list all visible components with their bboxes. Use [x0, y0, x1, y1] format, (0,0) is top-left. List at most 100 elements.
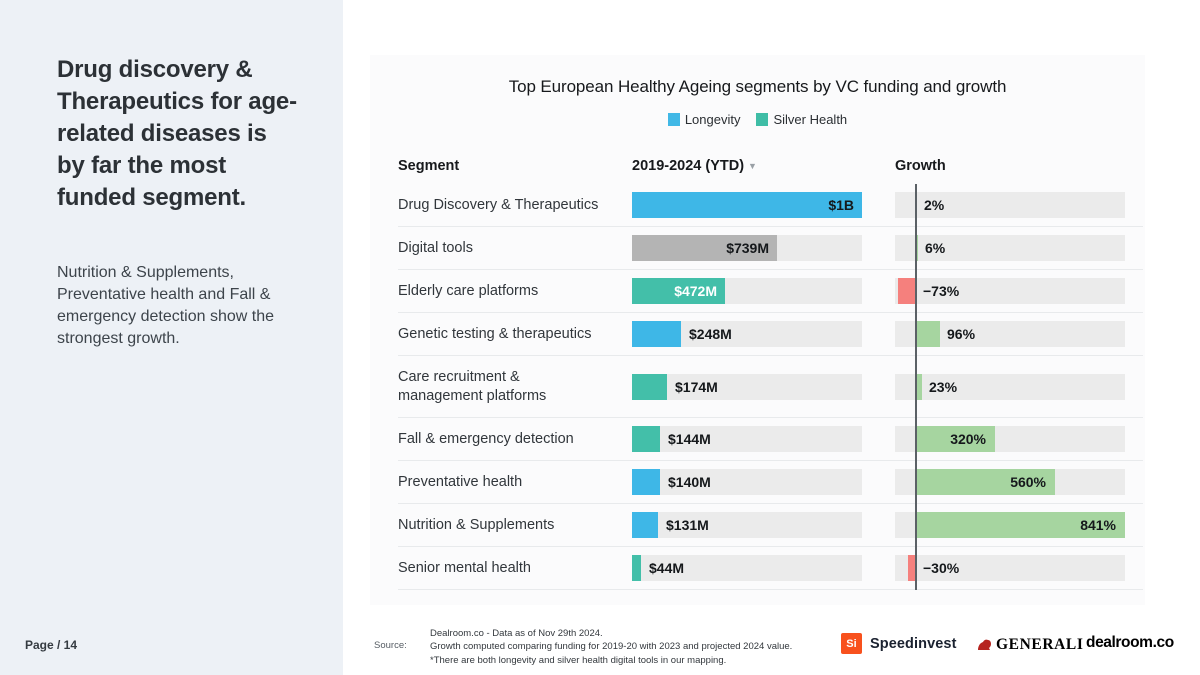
slide-subheadline: Nutrition & Supplements, Preventative he…	[57, 264, 275, 347]
generali-lion-icon	[978, 639, 991, 650]
funding-bar-track: $248M	[632, 321, 862, 347]
growth-bar	[916, 512, 1125, 538]
generali-wordmark: GENERALI	[996, 636, 1084, 653]
funding-cell: $131M	[632, 512, 895, 538]
table-row: Preventative health $140M 560%	[398, 461, 1143, 504]
chart-title: Top European Healthy Ageing segments by …	[508, 77, 1007, 96]
funding-bar-track: $140M	[632, 469, 862, 495]
growth-bar-track: 23%	[895, 373, 1125, 400]
growth-bar	[916, 373, 922, 400]
growth-value: 23%	[929, 378, 958, 395]
speedinvest-logo: Si Speedinvest	[841, 633, 957, 654]
growth-value: 320%	[950, 431, 986, 447]
segment-label: Care recruitment & management platforms	[398, 369, 547, 404]
growth-bar-track: 560%	[895, 469, 1125, 495]
segment-label: Preventative health	[398, 473, 523, 490]
funding-cell: $1B	[632, 192, 895, 218]
growth-cell: 2%	[895, 192, 1143, 218]
funding-bar	[632, 192, 862, 218]
longevity-swatch-icon	[667, 113, 680, 126]
growth-bar	[916, 469, 1055, 495]
sidebar: Drug discovery & Therapeutics for age-re…	[0, 0, 343, 675]
column-header-growth: Growth	[895, 158, 946, 174]
growth-bar-track: 841%	[895, 512, 1125, 538]
funding-bar-track: $472M	[632, 278, 862, 304]
source-label: Source:	[374, 640, 407, 651]
funding-bar	[632, 512, 658, 538]
growth-bar-track: −30%	[895, 555, 1125, 581]
segment-label: Senior mental health	[398, 559, 531, 576]
table-row: Genetic testing & therapeutics $248M 96%	[398, 313, 1143, 356]
funding-value: $174M	[675, 378, 718, 395]
sort-descending-icon[interactable]: ▼	[748, 161, 757, 171]
growth-cell: 96%	[895, 321, 1143, 347]
speedinvest-icon: Si	[841, 633, 862, 654]
growth-cell: 6%	[895, 235, 1143, 261]
dealroom-wordmark: dealroom.co	[1086, 634, 1174, 651]
funding-value: $144M	[668, 431, 711, 447]
funding-bar	[632, 373, 667, 400]
funding-bar	[632, 278, 725, 304]
segment-label: Genetic testing & therapeutics	[398, 325, 592, 342]
funding-cell: $739M	[632, 235, 895, 261]
funding-value: $472M	[674, 283, 717, 299]
table-row: Senior mental health $44M −30%	[398, 547, 1143, 590]
legend-item-longevity: Longevity	[667, 112, 741, 127]
growth-bar	[898, 278, 916, 304]
table-row: Fall & emergency detection $144M 320%	[398, 418, 1143, 461]
funding-bar	[632, 426, 660, 452]
segment-label: Fall & emergency detection	[398, 430, 574, 447]
source-line: *There are both longevity and silver hea…	[430, 654, 727, 666]
funding-cell: $144M	[632, 426, 895, 452]
funding-bar	[632, 469, 660, 495]
growth-value: 96%	[947, 326, 976, 342]
growth-bar-track: 2%	[895, 192, 1125, 218]
segment-label: Elderly care platforms	[398, 282, 539, 299]
funding-bar-track: $144M	[632, 426, 862, 452]
growth-value: 560%	[1010, 474, 1046, 490]
growth-value: −30%	[923, 560, 960, 576]
funding-cell: $44M	[632, 555, 895, 581]
growth-bar-track: −73%	[895, 278, 1125, 304]
growth-cell: 23%	[895, 373, 1143, 400]
growth-bar	[916, 235, 918, 261]
chart-panel: Top European Healthy Ageing segments by …	[370, 55, 1145, 605]
growth-zero-axis-line	[915, 184, 917, 590]
column-header-funding[interactable]: 2019-2024 (YTD) ▼	[632, 158, 757, 174]
funding-bar-track: $44M	[632, 555, 862, 581]
table-row: Care recruitment & management platforms …	[398, 356, 1143, 418]
page-number: Page / 14	[25, 638, 78, 652]
growth-bar	[908, 555, 916, 581]
growth-value: 2%	[924, 197, 945, 213]
growth-bar-track: 320%	[895, 426, 1125, 452]
funding-bar-track: $131M	[632, 512, 862, 538]
funding-cell: $472M	[632, 278, 895, 304]
funding-bar-track: $174M	[632, 373, 862, 400]
funding-value: $1B	[828, 197, 854, 213]
growth-cell: 841%	[895, 512, 1143, 538]
growth-cell: −30%	[895, 555, 1143, 581]
funding-bar-track: $739M	[632, 235, 862, 261]
segment-label: Drug Discovery & Therapeutics	[398, 196, 599, 213]
growth-cell: 320%	[895, 426, 1143, 452]
funding-value: $131M	[666, 517, 709, 533]
legend-label: Longevity	[684, 112, 741, 127]
silver-health-swatch-icon	[756, 113, 769, 126]
funding-bar	[632, 235, 777, 261]
legend-label: Silver Health	[773, 112, 848, 127]
growth-value: −73%	[923, 283, 960, 299]
growth-cell: 560%	[895, 469, 1143, 495]
growth-bar	[916, 321, 940, 347]
dealroom-logo: dealroom.co	[1086, 634, 1174, 652]
growth-bar-track: 96%	[895, 321, 1125, 347]
funding-cell: $248M	[632, 321, 895, 347]
funding-bar	[632, 321, 681, 347]
funding-value: $248M	[689, 326, 732, 342]
column-header-segment: Segment	[398, 158, 460, 174]
funding-cell: $140M	[632, 469, 895, 495]
growth-value: 6%	[925, 240, 946, 256]
table-header-row: Segment 2019-2024 (YTD) ▼ Growth	[398, 148, 1143, 184]
source-line: Growth computed comparing funding for 20…	[430, 641, 793, 653]
segment-label: Nutrition & Supplements	[398, 516, 555, 533]
